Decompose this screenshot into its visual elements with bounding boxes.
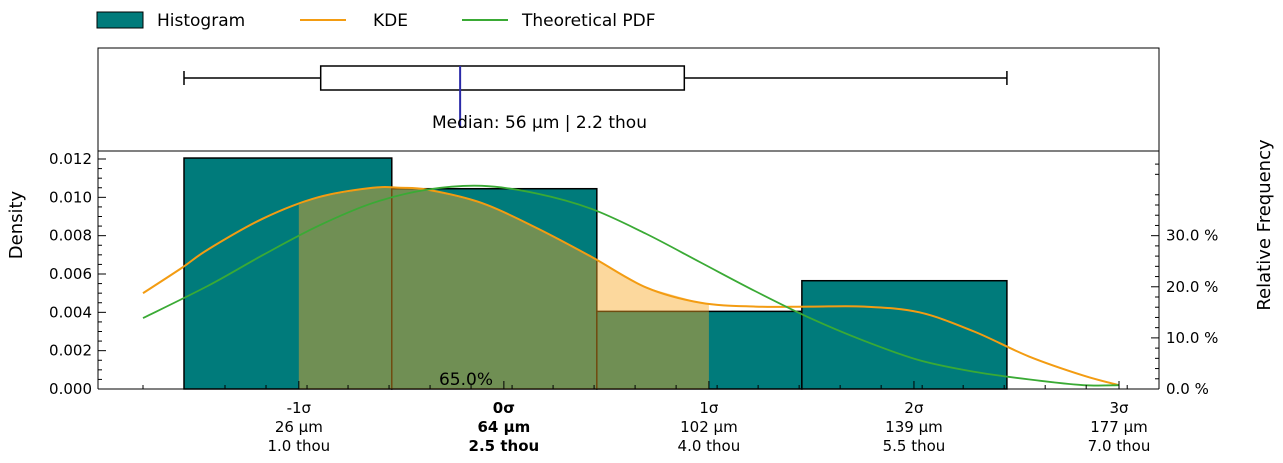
histogram	[183, 157, 1008, 390]
histogram-bar-3	[596, 310, 803, 390]
x-tick-um: 177 µm	[1090, 418, 1148, 436]
right-tick-label: 10.0 %	[1166, 329, 1218, 347]
x-tick-thou: 5.5 thou	[883, 437, 946, 455]
boxplot	[183, 65, 1008, 128]
legend: Histogram KDE Theoretical PDF	[96, 11, 656, 31]
x-tick-thou: 2.5 thou	[469, 437, 540, 455]
legend-histogram-label: Histogram	[157, 11, 245, 31]
boxplot-box	[319, 65, 686, 91]
x-tick-sigma: 1σ	[699, 399, 719, 417]
x-tick-um: 26 µm	[275, 418, 323, 436]
y-axis-right: 0.0 % 10.0 % 20.0 % 30.0 %	[1151, 163, 1218, 398]
main-plot: 65.0% 0.000 0.002 0.004 0.006 0.008 0.010 0.01…	[6, 139, 1275, 455]
histogram-bar-1	[183, 157, 393, 390]
pdf-line	[142, 184, 1120, 387]
y-tick-label: 0.008	[49, 227, 92, 245]
x-tick-sigma: 3σ	[1109, 399, 1129, 417]
boxplot-frame	[97, 47, 1160, 152]
kde-line	[142, 185, 1120, 387]
y-tick-label: 0.012	[49, 150, 92, 168]
x-tick-thou: 1.0 thou	[267, 437, 330, 455]
x-tick-thou: 4.0 thou	[678, 437, 741, 455]
histogram-bar-2	[391, 187, 598, 390]
y-tick-label: 0.004	[49, 303, 92, 321]
y-axis-right-label: Relative Frequency	[1254, 139, 1275, 311]
y-tick-label: 0.010	[49, 188, 92, 206]
boxplot-panel: Median: 56 µm | 2.2 thou	[97, 47, 1160, 152]
legend-kde-label: KDE	[373, 11, 408, 31]
median-label: Median: 56 µm | 2.2 thou	[432, 113, 647, 133]
y-tick-label: 0.006	[49, 265, 92, 283]
legend-pdf-label: Theoretical PDF	[521, 11, 656, 31]
legend-histogram-swatch	[96, 11, 144, 29]
y-tick-label: 0.002	[49, 342, 92, 360]
shaded-region	[298, 187, 709, 389]
right-tick-label: 20.0 %	[1166, 278, 1218, 296]
x-tick-um: 139 µm	[885, 418, 943, 436]
y-axis-label: Density	[6, 190, 27, 259]
x-tick-thou: 7.0 thou	[1088, 437, 1151, 455]
y-axis-left: 0.000 0.002 0.004 0.006 0.008 0.010 0.012	[49, 150, 106, 398]
right-tick-label: 0.0 %	[1166, 380, 1209, 398]
shaded-region-label: 65.0%	[439, 370, 493, 390]
x-tick-sigma: -1σ	[287, 399, 312, 417]
y-tick-label: 0.000	[49, 380, 92, 398]
right-tick-label: 30.0 %	[1166, 227, 1218, 245]
x-tick-sigma: 0σ	[493, 399, 515, 417]
x-tick-sigma: 2σ	[904, 399, 924, 417]
x-tick-um: 64 µm	[477, 418, 530, 436]
x-tick-um: 102 µm	[680, 418, 738, 436]
